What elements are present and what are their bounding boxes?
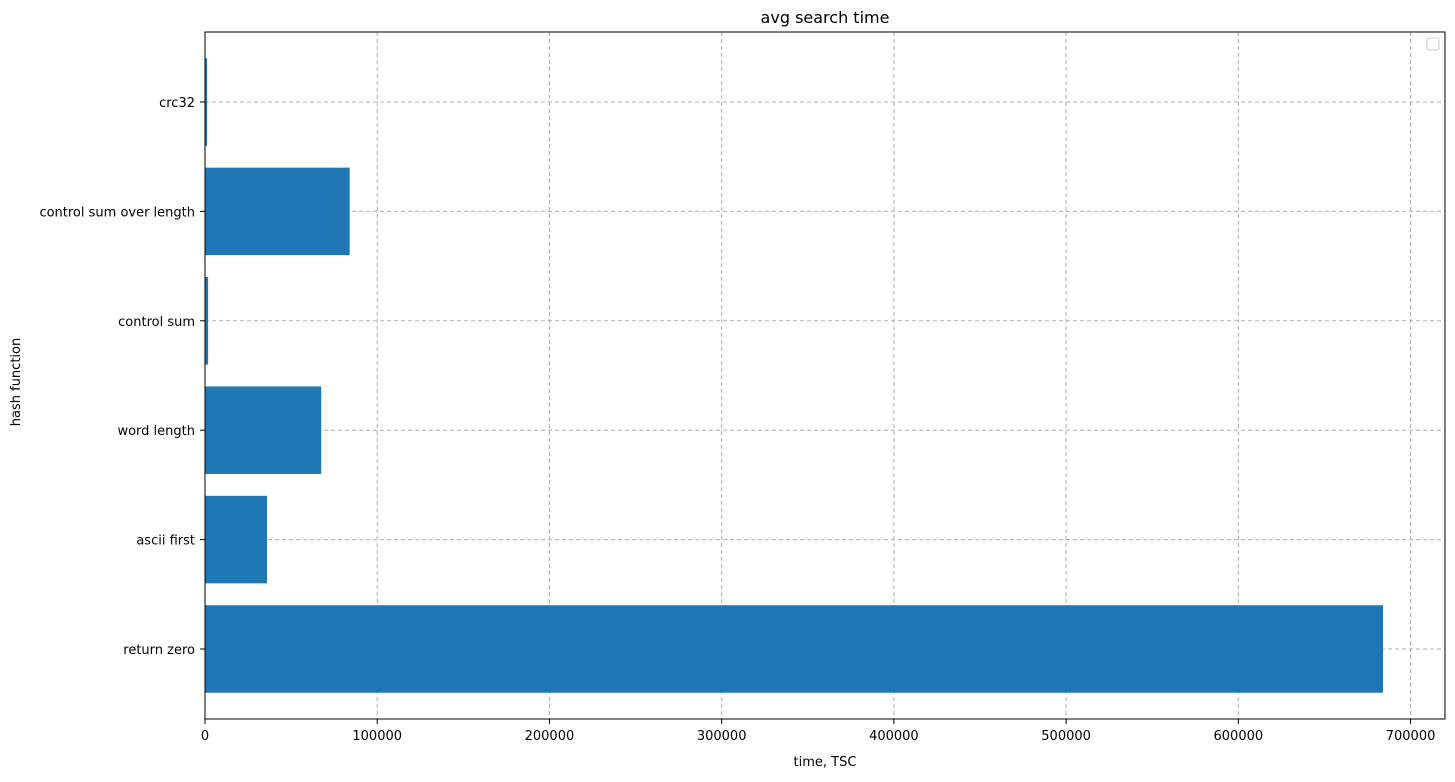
x-tick-label: 200000 xyxy=(525,729,575,744)
y-tick-label: ascii first xyxy=(136,534,195,549)
legend-box xyxy=(1426,37,1440,51)
x-tick-label: 300000 xyxy=(697,729,747,744)
x-axis-ticks: 0 100000 200000 300000 400000 500000 600000 700… xyxy=(201,719,1436,744)
y-axis-ticks: return zero ascii first word length control… xyxy=(39,96,205,658)
y-tick-label: word length xyxy=(117,424,195,439)
y-tick-label: control sum over length xyxy=(39,205,195,220)
bar-crc32 xyxy=(205,58,208,146)
y-tick-label: return zero xyxy=(123,643,195,658)
bars xyxy=(205,58,1383,693)
bar-return-zero xyxy=(205,605,1383,693)
bar-control-sum xyxy=(205,277,209,365)
x-tick-label: 500000 xyxy=(1041,729,1091,744)
y-tick-label: control sum xyxy=(118,315,195,330)
bar-ascii-first xyxy=(205,495,267,584)
x-axis-label: time, TSC xyxy=(794,755,857,770)
bar-control-sum-over-length xyxy=(205,167,350,256)
x-tick-label: 0 xyxy=(201,729,209,744)
bar-word-length xyxy=(205,386,322,474)
chart-title: avg search time xyxy=(761,8,890,27)
x-tick-label: 400000 xyxy=(869,729,919,744)
x-tick-label: 100000 xyxy=(352,729,402,744)
x-tick-label: 600000 xyxy=(1214,729,1264,744)
y-axis-label: hash function xyxy=(9,338,24,426)
x-tick-label: 700000 xyxy=(1386,729,1436,744)
plot-area-frame xyxy=(204,31,1446,720)
y-tick-label: crc32 xyxy=(159,96,195,111)
